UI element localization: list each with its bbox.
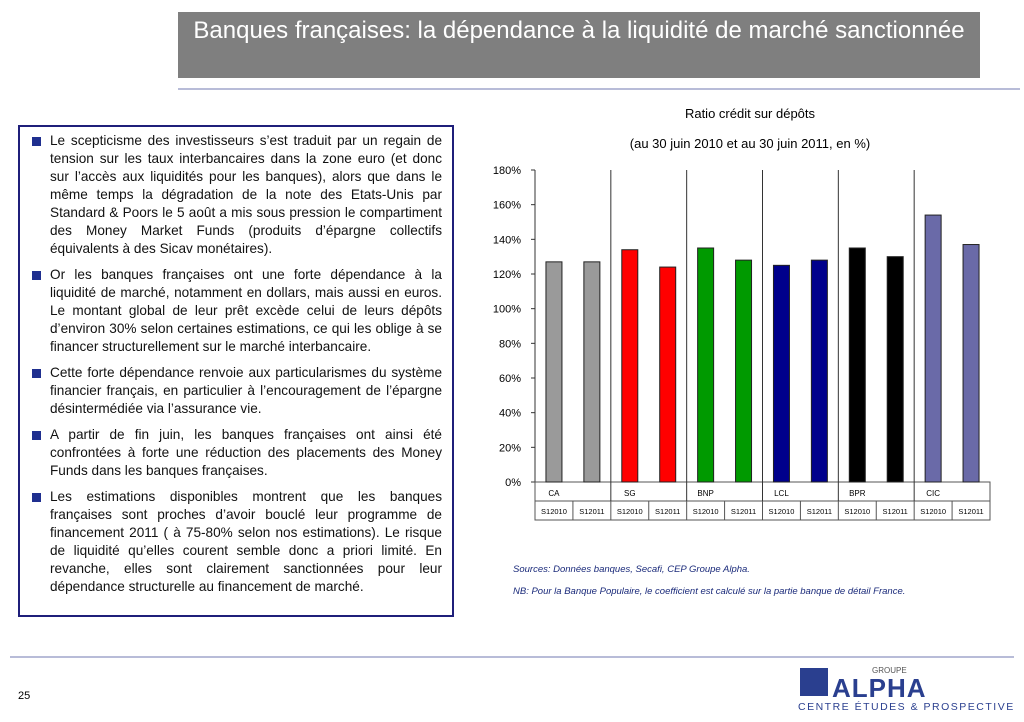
x-tick-label: S12010 <box>617 507 643 516</box>
text-box: Le scepticisme des investisseurs s’est t… <box>18 125 454 617</box>
footer-divider <box>10 656 1014 658</box>
group-label: SG <box>624 489 636 498</box>
bar <box>962 244 980 483</box>
x-tick-label: S12010 <box>844 507 870 516</box>
slide-title: Banques françaises: la dépendance à la l… <box>178 12 980 78</box>
x-tick-label: S12011 <box>579 507 604 516</box>
bar <box>545 261 563 483</box>
y-tick-label: 180% <box>493 165 521 177</box>
y-tick-label: 100% <box>493 304 521 316</box>
y-tick-label: 40% <box>499 408 521 420</box>
x-tick-label: S12010 <box>769 507 795 516</box>
bar <box>810 259 828 483</box>
divider <box>178 88 1020 90</box>
bullet: Cette forte dépendance renvoie aux parti… <box>30 364 442 418</box>
group-label: CIC <box>926 489 940 498</box>
group-label: CA <box>548 489 560 498</box>
x-tick-label: S12011 <box>883 507 908 516</box>
bar <box>621 249 639 483</box>
x-tick-label: S12011 <box>807 507 832 516</box>
chart-title: Ratio crédit sur dépôts <box>685 106 816 121</box>
logo-mark <box>800 668 828 696</box>
x-tick-label: S12010 <box>920 507 946 516</box>
group-label: LCL <box>774 489 789 498</box>
bullet: Le scepticisme des investisseurs s’est t… <box>30 132 442 258</box>
bar <box>735 259 753 483</box>
x-tick-label: S12011 <box>731 507 756 516</box>
logo-tagline: CENTRE ÉTUDES & PROSPECTIVE <box>798 701 1015 713</box>
y-tick-label: 80% <box>499 338 521 350</box>
bar <box>886 256 904 483</box>
bullet: Or les banques françaises ont une forte … <box>30 266 442 356</box>
bar <box>659 266 677 483</box>
bar <box>924 214 942 483</box>
y-tick-label: 120% <box>493 269 521 281</box>
x-tick-label: S12010 <box>541 507 567 516</box>
bar <box>583 261 601 483</box>
group-label: BPR <box>849 489 866 498</box>
group-label: BNP <box>697 489 713 498</box>
y-tick-label: 0% <box>505 477 521 489</box>
bullet: Les estimations disponibles montrent que… <box>30 488 442 596</box>
y-tick-label: 60% <box>499 373 521 385</box>
logo-group: GROUPE <box>872 666 907 675</box>
bullet: A partir de fin juin, les banques frança… <box>30 426 442 480</box>
x-tick-label: S12011 <box>958 507 983 516</box>
logo-name: ALPHA <box>832 673 927 703</box>
chart-subtitle: (au 30 juin 2010 et au 30 juin 2011, en … <box>630 136 870 151</box>
x-tick-label: S12010 <box>693 507 719 516</box>
y-tick-label: 140% <box>493 234 521 246</box>
source-note: Sources: Données banques, Secafi, CEP Gr… <box>513 564 750 575</box>
bar <box>697 247 715 483</box>
bar <box>772 264 790 483</box>
bar <box>848 247 866 483</box>
page-number: 25 <box>18 690 31 702</box>
y-tick-label: 20% <box>499 442 521 454</box>
x-tick-label: S12011 <box>655 507 680 516</box>
nb-note: NB: Pour la Banque Populaire, le coeffic… <box>513 586 906 597</box>
y-tick-label: 160% <box>493 200 521 212</box>
